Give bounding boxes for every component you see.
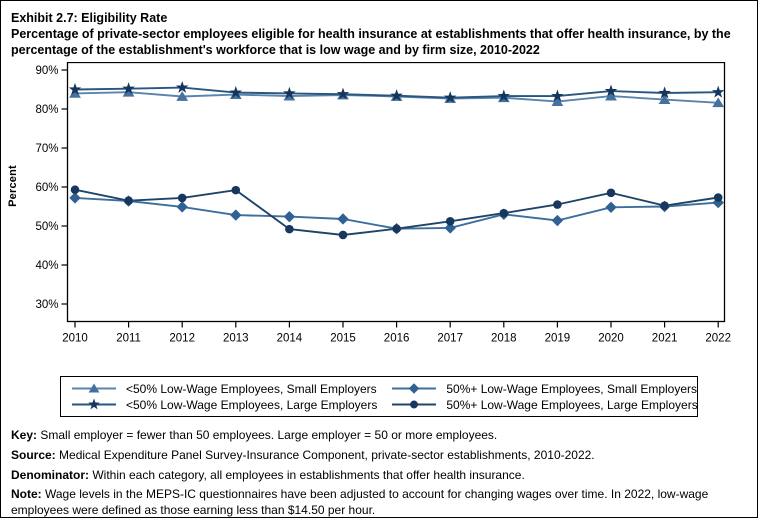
y-tick-label: 50% — [35, 221, 58, 233]
y-tick-label: 30% — [35, 299, 58, 311]
x-tick-label: 2022 — [705, 333, 731, 345]
y-tick-label: 90% — [35, 65, 58, 77]
x-tick-label: 2017 — [437, 333, 463, 345]
footnote-text: Small employer = fewer than 50 employees… — [37, 428, 498, 442]
line-chart: 90% 80% 70% 60% 50% 40% 30% 2010 2011 2012 2013 201… — [35, 62, 731, 345]
footnote-label: Source: — [11, 447, 56, 462]
title-block: Exhibit 2.7: Eligibility Rate Percentage… — [1, 1, 757, 60]
legend-label: <50% Low-Wage Employees, Large Employers — [126, 397, 378, 412]
y-tick-label: 60% — [35, 182, 58, 194]
x-tick-label: 2021 — [652, 333, 678, 345]
footnote: Note: Wage levels in the MEPS-IC questio… — [11, 487, 743, 518]
footnote: Denominator: Within each category, all e… — [11, 468, 743, 484]
x-tick-label: 2014 — [277, 333, 303, 345]
x-tick-label: 2015 — [330, 333, 356, 345]
footnote-label: Key: — [11, 428, 38, 442]
footnotes: Key: Small employer = fewer than 50 empl… — [1, 428, 757, 518]
footnote: Source: Medical Expenditure Panel Survey… — [11, 448, 743, 464]
footnote: Key: Small employer = fewer than 50 empl… — [11, 428, 743, 444]
legend-label: <50% Low-Wage Employees, Small Employers — [126, 381, 377, 396]
footnote-text: Within each category, all employees in e… — [89, 467, 525, 482]
x-tick-label: 2016 — [384, 333, 410, 345]
x-tick-label: 2013 — [223, 333, 249, 345]
footnote-label: Note: — [11, 487, 42, 502]
y-tick-label: 80% — [35, 104, 58, 116]
series-markers-circle — [70, 185, 723, 240]
chart-subtitle: Percentage of private-sector employees e… — [11, 27, 731, 57]
legend-marker-diamond-icon — [392, 383, 437, 394]
legend-item: <50% Low-Wage Employees, Small Employers — [71, 381, 377, 396]
footnote-text: Wage levels in the MEPS-IC questionnaire… — [11, 487, 709, 518]
legend-label: 50%+ Low-Wage Employees, Large Employers — [446, 397, 698, 412]
y-axis-title-text: Percent — [7, 165, 20, 207]
y-tick-label: 70% — [35, 143, 58, 155]
x-tick-label: 2020 — [598, 333, 624, 345]
series-markers-star — [68, 80, 725, 104]
x-tick-label: 2019 — [545, 333, 571, 345]
legend-marker-circle-icon — [392, 400, 437, 409]
y-axis-title: Percent — [1, 62, 25, 310]
legend-marker-triangle-icon — [72, 383, 116, 393]
legend-label: 50%+ Low-Wage Employees, Small Employers — [446, 381, 698, 396]
y-tick-label: 40% — [35, 260, 58, 272]
chart-area: Percent 90% 80% 70% 60% 50% 40% 30% 2010 2011 201… — [1, 62, 757, 350]
chart-legend: <50% Low-Wage Employees, Small Employers… — [60, 376, 698, 417]
x-tick-label: 2011 — [116, 333, 141, 345]
footnote-label: Denominator: — [11, 467, 89, 482]
legend-item: 50%+ Low-Wage Employees, Large Employers — [391, 397, 698, 412]
footnote-text: Medical Expenditure Panel Survey-Insuran… — [55, 447, 595, 462]
x-tick-label: 2018 — [491, 333, 517, 345]
chart-title: Exhibit 2.7: Eligibility Rate — [11, 11, 168, 25]
x-tick-label: 2012 — [169, 333, 195, 345]
legend-item: <50% Low-Wage Employees, Large Employers — [71, 397, 377, 412]
x-tick-label: 2010 — [62, 333, 88, 345]
legend-item: 50%+ Low-Wage Employees, Small Employers — [391, 381, 697, 396]
legend-marker-star-icon — [72, 398, 116, 410]
